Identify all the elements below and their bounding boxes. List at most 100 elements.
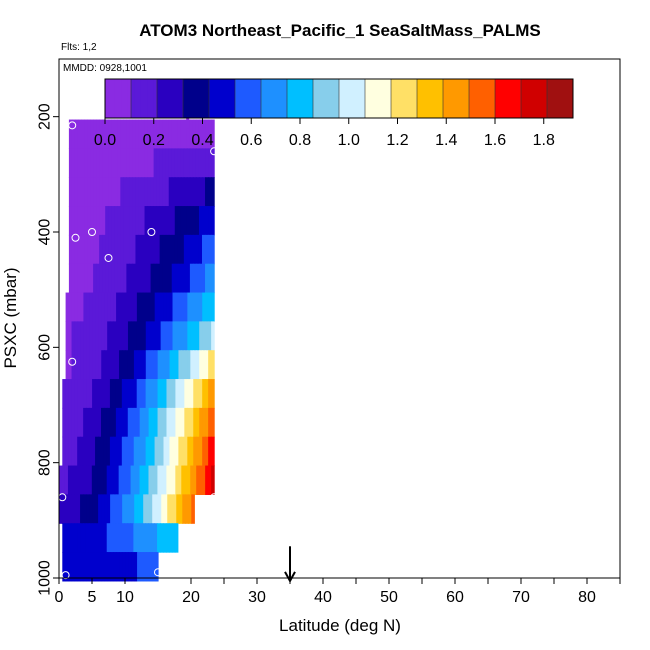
heat-cell (174, 523, 179, 553)
colorbar-swatch (384, 79, 389, 118)
heat-cell (184, 292, 188, 322)
colorbar-swatch (166, 79, 171, 118)
heat-cell (122, 292, 126, 322)
heat-cell (110, 350, 114, 380)
heat-cell (80, 292, 85, 322)
heat-cell (102, 148, 106, 178)
x-axis-label: Latitude (deg N) (279, 616, 401, 635)
heat-cell (165, 148, 170, 178)
heat-cell (190, 379, 194, 409)
colorbar-swatch (459, 79, 463, 118)
heat-cell (156, 263, 161, 294)
heat-cell (177, 119, 182, 149)
heat-cell (128, 552, 132, 582)
heat-cell (202, 119, 206, 149)
heat-cell (147, 234, 152, 265)
heat-cell (99, 263, 103, 294)
sample-marker (68, 121, 77, 130)
heat-cell (153, 148, 158, 178)
colorbar-swatch (352, 79, 356, 118)
heat-cell (83, 523, 87, 553)
colorbar-swatch (176, 79, 181, 118)
colorbar-swatch (404, 79, 408, 118)
heat-cell (181, 436, 185, 467)
heat-cell (101, 292, 105, 322)
heat-cell (184, 436, 188, 467)
heat-cell (83, 436, 87, 467)
heat-cell (74, 379, 78, 409)
heat-cell (198, 234, 203, 265)
colorbar-swatch (361, 79, 366, 118)
heat-cell (156, 206, 161, 236)
heat-cell (77, 523, 81, 553)
heat-cell (114, 263, 118, 294)
heat-cell (148, 379, 153, 409)
heat-cell (125, 350, 129, 380)
heat-cell (145, 379, 150, 409)
heat-cell (77, 552, 81, 582)
heat-cell (202, 234, 206, 265)
heat-cell (99, 206, 103, 236)
heat-cell (93, 234, 97, 265)
heat-cell (79, 465, 84, 495)
heat-cell (180, 263, 185, 294)
colorbar-swatch (322, 79, 327, 118)
colorbar-swatch (205, 79, 210, 118)
heat-cell (205, 119, 209, 149)
heat-cell (195, 234, 200, 265)
colorbar-swatch (319, 79, 324, 118)
heat-cell (77, 119, 82, 149)
x-tick-label: 60 (446, 589, 464, 606)
heat-cell (133, 379, 138, 409)
heat-cell (98, 321, 102, 351)
heat-cell (151, 465, 156, 495)
heat-cell (186, 119, 191, 149)
heat-cell (139, 523, 143, 553)
heat-cell (147, 148, 152, 178)
colorbar-swatch (452, 79, 457, 118)
heat-cell (192, 263, 197, 294)
heat-cell (118, 523, 123, 553)
heat-cell (178, 465, 182, 495)
heat-cell (107, 292, 111, 322)
heat-cell (179, 494, 183, 524)
heat-cell (150, 148, 155, 178)
heat-cell (95, 494, 99, 524)
heat-cell (202, 148, 206, 178)
heat-cell (173, 494, 177, 524)
heat-cell (84, 177, 88, 207)
heat-cell (90, 206, 94, 236)
heat-cell (142, 436, 147, 467)
heat-cell (100, 465, 105, 495)
x-tick-label: 40 (314, 589, 332, 606)
heat-cell (115, 523, 120, 553)
heat-cell (90, 263, 94, 294)
colorbar-swatch (108, 79, 112, 118)
heat-cell (193, 350, 197, 380)
heat-cell (181, 407, 185, 438)
heat-cell (136, 465, 141, 495)
colorbar-swatch (160, 79, 164, 118)
heat-cell (202, 465, 206, 495)
heat-cell (141, 206, 146, 236)
colorbar-swatch (530, 79, 535, 118)
heat-cell (199, 350, 203, 380)
heat-cell (211, 148, 215, 178)
heat-cell (97, 523, 102, 553)
heat-cell (162, 177, 167, 207)
heat-cell (169, 292, 174, 322)
heat-cell (190, 350, 194, 380)
heat-cell (187, 350, 191, 380)
heat-cell (65, 350, 70, 380)
heat-cell (122, 321, 126, 351)
heat-cell (184, 465, 188, 495)
axes: 0 5 10 20 30 40 50 60 70 80 200 400 600 800 1000 (37, 103, 621, 606)
sample-marker (61, 571, 70, 580)
heat-cell (116, 494, 120, 524)
colorbar-swatch (517, 79, 522, 118)
sample-marker (147, 228, 156, 236)
heat-cell (144, 148, 149, 178)
heat-cell (144, 263, 149, 294)
colorbar-swatch (309, 79, 314, 118)
heat-cell (205, 436, 209, 467)
